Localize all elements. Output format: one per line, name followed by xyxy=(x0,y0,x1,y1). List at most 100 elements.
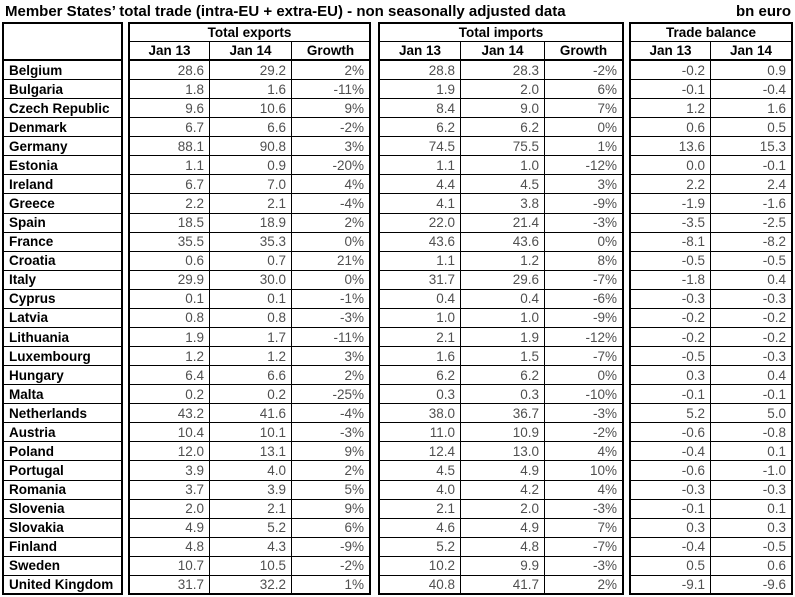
value-cell: 13.6 xyxy=(629,137,711,157)
value-cell: -0.2 xyxy=(711,308,793,328)
value-cell: 10.6 xyxy=(210,99,292,119)
growth-cell: -11% xyxy=(292,327,371,348)
value-cell: 0.4 xyxy=(378,289,461,309)
value-cell: 6.7 xyxy=(128,175,210,195)
country-cell: Denmark xyxy=(2,118,123,138)
title-bar: Member States’ total trade (intra-EU + e… xyxy=(0,0,795,22)
value-cell: -0.6 xyxy=(629,423,711,443)
value-cell: 6.4 xyxy=(128,366,210,386)
value-cell: 1.8 xyxy=(128,80,210,100)
value-cell: 3.9 xyxy=(128,461,210,481)
growth-cell: -4% xyxy=(292,404,371,424)
country-cell: Spain xyxy=(2,213,123,233)
growth-cell: -2% xyxy=(292,118,371,138)
value-cell: 90.8 xyxy=(210,137,292,157)
value-cell: 43.6 xyxy=(461,232,545,252)
country-cell: Poland xyxy=(2,442,123,462)
value-cell: 3.8 xyxy=(461,194,545,214)
country-cell: Estonia xyxy=(2,156,123,176)
growth-cell: -20% xyxy=(292,156,371,176)
value-cell: 4.9 xyxy=(128,518,210,538)
value-cell: 1.7 xyxy=(210,327,292,348)
value-cell: 88.1 xyxy=(128,137,210,157)
value-cell: 29.2 xyxy=(210,61,292,81)
growth-cell: 10% xyxy=(545,461,624,481)
value-cell: -0.3 xyxy=(711,347,793,367)
value-cell: 0.4 xyxy=(711,270,793,290)
growth-cell: 4% xyxy=(545,480,624,500)
value-cell: 22.0 xyxy=(378,213,461,233)
value-cell: 0.1 xyxy=(210,289,292,309)
growth-cell: -7% xyxy=(545,537,624,557)
value-cell: 28.3 xyxy=(461,61,545,81)
value-cell: -0.1 xyxy=(711,385,793,405)
value-cell: 18.5 xyxy=(128,213,210,233)
growth-cell: -2% xyxy=(545,61,624,81)
value-cell: -0.2 xyxy=(629,308,711,328)
value-cell: 12.0 xyxy=(128,442,210,462)
value-cell: 1.0 xyxy=(378,308,461,328)
value-cell: 0.8 xyxy=(128,308,210,328)
growth-cell: -4% xyxy=(292,194,371,214)
value-cell: 0.3 xyxy=(629,366,711,386)
growth-cell: 0% xyxy=(545,118,624,138)
value-cell: -0.3 xyxy=(629,480,711,500)
growth-cell: 1% xyxy=(292,575,371,595)
value-cell: 0.1 xyxy=(711,442,793,462)
value-cell: -0.5 xyxy=(629,347,711,367)
value-cell: 2.1 xyxy=(210,194,292,214)
value-cell: 8.4 xyxy=(378,99,461,119)
value-cell: 38.0 xyxy=(378,404,461,424)
country-cell: Slovakia xyxy=(2,518,123,538)
unit-label: bn euro xyxy=(736,2,791,20)
value-cell: 0.7 xyxy=(210,251,292,271)
value-cell: -0.3 xyxy=(711,480,793,500)
value-cell: 0.8 xyxy=(210,308,292,328)
value-cell: 43.2 xyxy=(128,404,210,424)
value-cell: -8.2 xyxy=(711,232,793,252)
value-cell: 1.2 xyxy=(128,347,210,367)
column-header: Jan 13 xyxy=(629,42,711,61)
value-cell: 28.6 xyxy=(128,61,210,81)
value-cell: -0.2 xyxy=(711,327,793,348)
growth-cell: 4% xyxy=(292,175,371,195)
value-cell: 4.3 xyxy=(210,537,292,557)
value-cell: 2.1 xyxy=(378,327,461,348)
value-cell: 0.1 xyxy=(711,499,793,519)
value-cell: 11.0 xyxy=(378,423,461,443)
growth-cell: -12% xyxy=(545,156,624,176)
value-cell: 4.0 xyxy=(378,480,461,500)
country-cell: Bulgaria xyxy=(2,80,123,100)
value-cell: 10.5 xyxy=(210,556,292,576)
value-cell: 4.4 xyxy=(378,175,461,195)
value-cell: 9.9 xyxy=(461,556,545,576)
value-cell: 4.1 xyxy=(378,194,461,214)
value-cell: -0.1 xyxy=(711,156,793,176)
country-cell: Luxembourg xyxy=(2,347,123,367)
value-cell: 2.0 xyxy=(461,499,545,519)
growth-cell: -2% xyxy=(292,556,371,576)
country-cell: Portugal xyxy=(2,461,123,481)
country-cell: Netherlands xyxy=(2,404,123,424)
value-cell: 7.0 xyxy=(210,175,292,195)
country-cell: Greece xyxy=(2,194,123,214)
value-cell: 13.1 xyxy=(210,442,292,462)
growth-cell: -11% xyxy=(292,80,371,100)
value-cell: 18.9 xyxy=(210,213,292,233)
value-cell: 13.0 xyxy=(461,442,545,462)
value-cell: 4.9 xyxy=(461,461,545,481)
value-cell: -1.6 xyxy=(711,194,793,214)
value-cell: 29.9 xyxy=(128,270,210,290)
value-cell: 74.5 xyxy=(378,137,461,157)
growth-cell: 4% xyxy=(545,442,624,462)
value-cell: 35.5 xyxy=(128,232,210,252)
value-cell: 4.8 xyxy=(128,537,210,557)
country-cell: Latvia xyxy=(2,308,123,328)
country-cell: Cyprus xyxy=(2,289,123,309)
value-cell: 10.2 xyxy=(378,556,461,576)
corner-cell xyxy=(2,22,123,61)
column-header: Jan 13 xyxy=(378,42,461,61)
value-cell: -3.5 xyxy=(629,213,711,233)
value-cell: 0.5 xyxy=(629,556,711,576)
value-cell: 43.6 xyxy=(378,232,461,252)
